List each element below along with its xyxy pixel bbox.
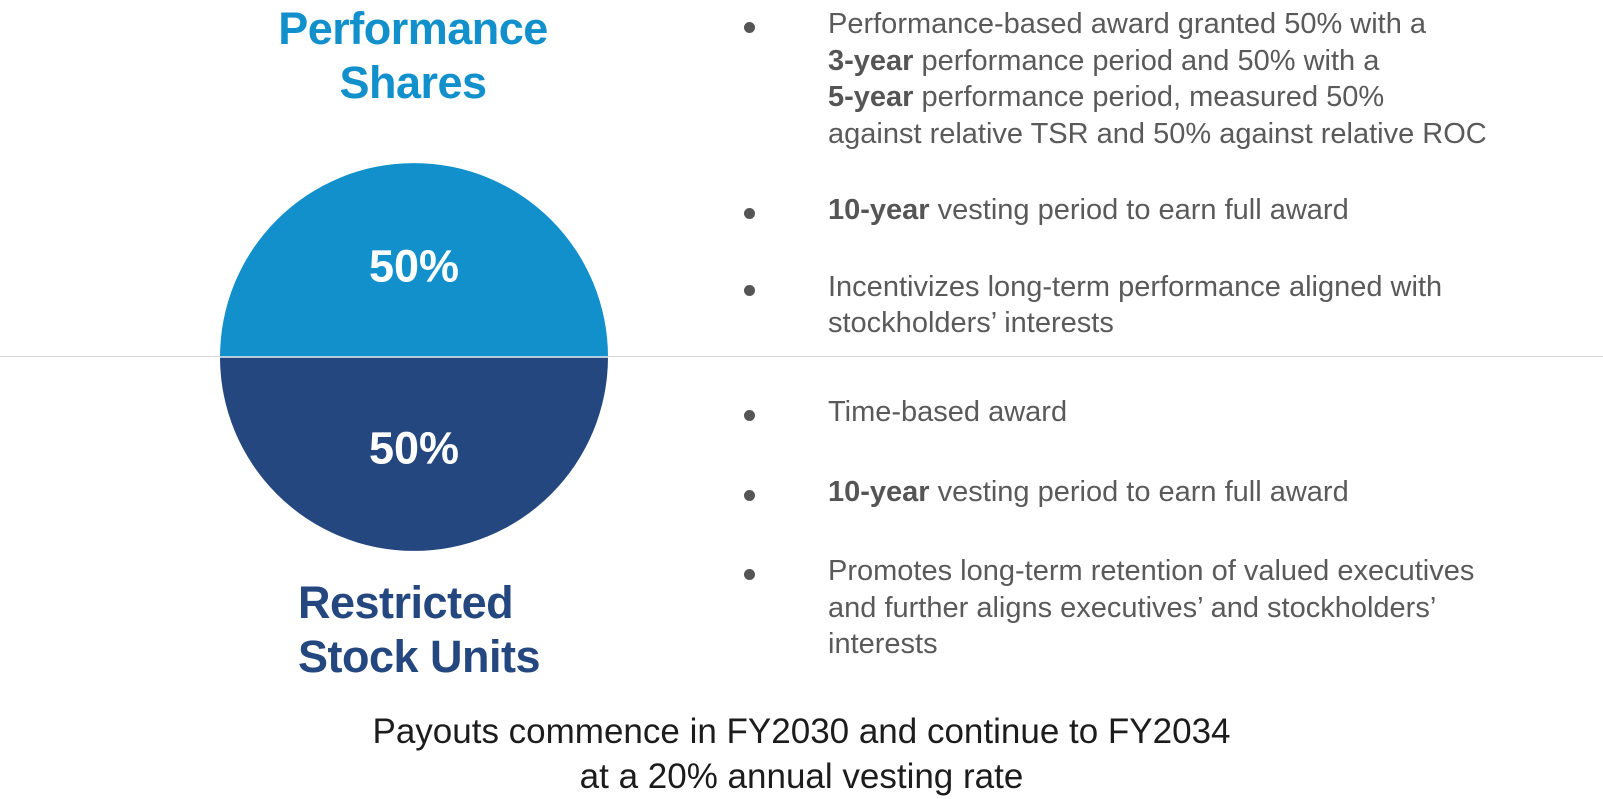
bullet-bold-fragment: 10-year — [828, 475, 930, 508]
bullet-text: Incentivizes long-term performance align… — [828, 269, 1595, 342]
bullet-dot-icon — [744, 284, 755, 296]
bullet-text: Time-based award — [828, 394, 1595, 431]
restricted-title-line2: Stock Units — [298, 631, 541, 682]
pie-slice-performance-shares — [220, 163, 608, 357]
section-divider — [0, 356, 1603, 357]
bullet-text: 10-year vesting period to earn full awar… — [828, 192, 1595, 229]
bullet-fragment: against relative TSR and 50% against rel… — [828, 117, 1487, 150]
pie-labels: 50% 50% — [369, 240, 459, 473]
bullet-bold-fragment: 3-year — [828, 44, 914, 77]
performance-bullet-item: Incentivizes long-term performance align… — [735, 269, 1595, 342]
bullet-bold-fragment: 10-year — [828, 194, 930, 226]
bullet-dot-icon — [744, 410, 755, 421]
bullet-dot-icon — [744, 489, 755, 501]
bullet-fragment: interests — [828, 628, 938, 660]
payout-footnote-line1: Payouts commence in FY2030 and continue … — [372, 712, 1231, 751]
restricted-title-line1: Restricted — [298, 577, 514, 628]
bullet-fragment: Time-based award — [828, 396, 1068, 428]
bullet-bold-fragment: 5-year — [828, 81, 914, 113]
restricted-bullet-item: Time-based award — [735, 394, 1595, 431]
bullet-fragment: stockholders’ interests — [828, 307, 1114, 339]
bullet-text: 10-year vesting period to earn full awar… — [828, 474, 1595, 511]
payout-footnote: Payouts commence in FY2030 and continue … — [0, 709, 1603, 799]
pie-label-restricted-stock-units: 50% — [369, 423, 459, 474]
award-mix-pie-chart: 50% 50% — [220, 163, 608, 551]
restricted-bullet-item: Promotes long-term retention of valued e… — [735, 553, 1595, 663]
performance-bullet-item: Performance-based award granted 50% with… — [735, 6, 1595, 152]
performance-bullet-item: 10-year vesting period to earn full awar… — [735, 192, 1595, 229]
performance-title-line1: Performance — [278, 3, 548, 54]
restricted-stock-units-bullets: Time-based award 10-year vesting period t… — [735, 394, 1595, 663]
bullet-fragment: Incentivizes long-term performance align… — [828, 270, 1443, 303]
restricted-stock-units-title: Restricted Stock Units — [298, 576, 658, 684]
bullet-fragment: vesting period to earn full award — [929, 194, 1349, 226]
payout-footnote-line2: at a 20% annual vesting rate — [579, 757, 1024, 796]
performance-shares-title: Performance Shares — [233, 2, 593, 110]
bullet-fragment: vesting period to earn full award — [929, 475, 1349, 508]
bullet-dot-icon — [744, 22, 755, 33]
bullet-fragment: Performance-based award granted 50% with… — [828, 8, 1427, 40]
bullet-dot-icon — [744, 569, 755, 580]
bullet-fragment: performance period, measured 50% — [913, 81, 1385, 113]
bullet-text: Promotes long-term retention of valued e… — [828, 553, 1595, 663]
bullet-text: Performance-based award granted 50% with… — [828, 6, 1595, 152]
restricted-bullet-item: 10-year vesting period to earn full awar… — [735, 474, 1595, 511]
pie-slice-restricted-stock-units — [220, 357, 608, 551]
performance-shares-bullets: Performance-based award granted 50% with… — [735, 6, 1595, 342]
pie-slices — [220, 163, 608, 551]
bullet-dot-icon — [744, 208, 755, 219]
bullet-fragment: and further aligns executives’ and stock… — [828, 591, 1437, 624]
performance-title-line2: Shares — [339, 57, 487, 108]
bullet-fragment: performance period and 50% with a — [913, 44, 1380, 77]
pie-label-performance-shares: 50% — [369, 240, 459, 291]
bullet-fragment: Promotes long-term retention of valued e… — [828, 555, 1475, 587]
